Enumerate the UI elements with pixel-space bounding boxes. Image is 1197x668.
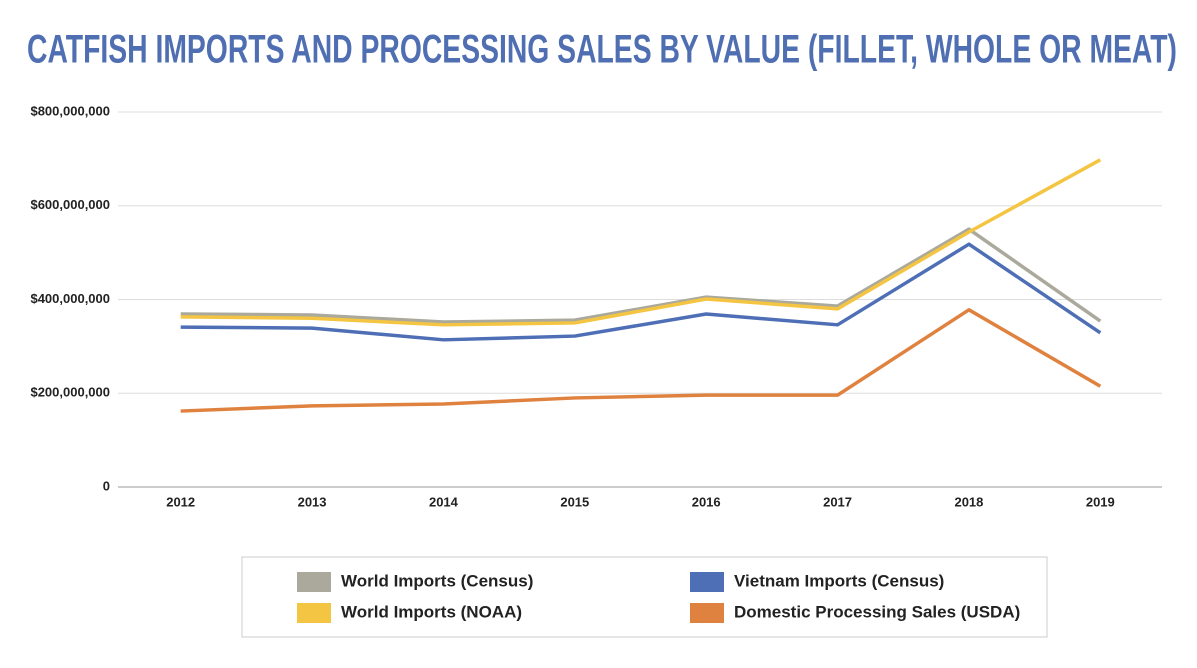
legend-swatch [297, 572, 331, 592]
series-line [180, 308, 1102, 413]
legend-swatch [690, 603, 724, 623]
x-tick-label: 2017 [823, 494, 852, 509]
chart-title: CATFISH IMPORTS AND PROCESSING SALES BY … [27, 28, 1177, 72]
y-tick-label: 0 [103, 478, 110, 493]
x-tick-label: 2012 [166, 494, 195, 509]
legend-label: Vietnam Imports (Census) [734, 571, 944, 590]
legend-label: World Imports (Census) [341, 571, 533, 590]
legend-swatch [690, 572, 724, 592]
x-tick-label: 2014 [429, 494, 459, 509]
legend-label: Domestic Processing Sales (USDA) [734, 602, 1020, 621]
legend-box [241, 556, 1048, 638]
x-tick-label: 2015 [560, 494, 589, 509]
x-tick-label: 2016 [692, 494, 721, 509]
x-tick-label: 2018 [954, 494, 983, 509]
series-line [180, 158, 1102, 327]
legend-label: World Imports (NOAA) [341, 602, 522, 621]
x-tick-label: 2013 [298, 494, 327, 509]
y-tick-label: $800,000,000 [30, 103, 110, 118]
series-line [180, 242, 1102, 342]
series-line [180, 227, 1102, 324]
y-tick-label: $200,000,000 [30, 385, 110, 400]
legend-swatch [297, 603, 331, 623]
x-tick-label: 2019 [1086, 494, 1115, 509]
y-tick-label: $600,000,000 [30, 197, 110, 212]
y-tick-label: $400,000,000 [30, 291, 110, 306]
